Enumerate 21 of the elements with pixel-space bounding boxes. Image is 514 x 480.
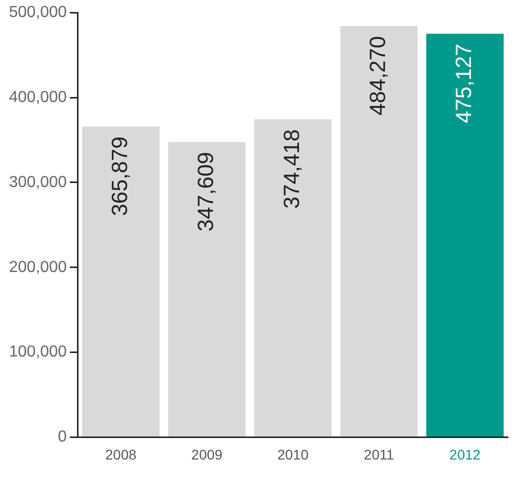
data-label: 374,418: [278, 129, 304, 209]
data-label: 347,609: [192, 152, 218, 232]
y-tick-label: 300,000: [8, 174, 67, 191]
x-tick-label: 2011: [364, 446, 394, 462]
y-tick-label: 0: [58, 428, 67, 446]
data-label: 475,127: [451, 44, 476, 124]
x-tick-label: 2010: [277, 446, 309, 462]
x-tick-label: 2008: [105, 446, 137, 462]
y-tick-label: 500,000: [8, 4, 67, 22]
x-tick-label: 2012: [449, 446, 481, 462]
bar: [82, 126, 160, 436]
data-label: 365,879: [106, 136, 132, 216]
bar: [254, 119, 332, 436]
y-tick-label: 200,000: [8, 258, 67, 276]
data-label: 484,270: [365, 36, 390, 116]
x-tick-label: 2009: [191, 446, 223, 462]
y-tick-label: 100,000: [8, 344, 67, 361]
y-tick-label: 400,000: [8, 88, 67, 106]
bar: [340, 26, 418, 436]
bar: [426, 34, 504, 436]
bar: [168, 142, 246, 436]
